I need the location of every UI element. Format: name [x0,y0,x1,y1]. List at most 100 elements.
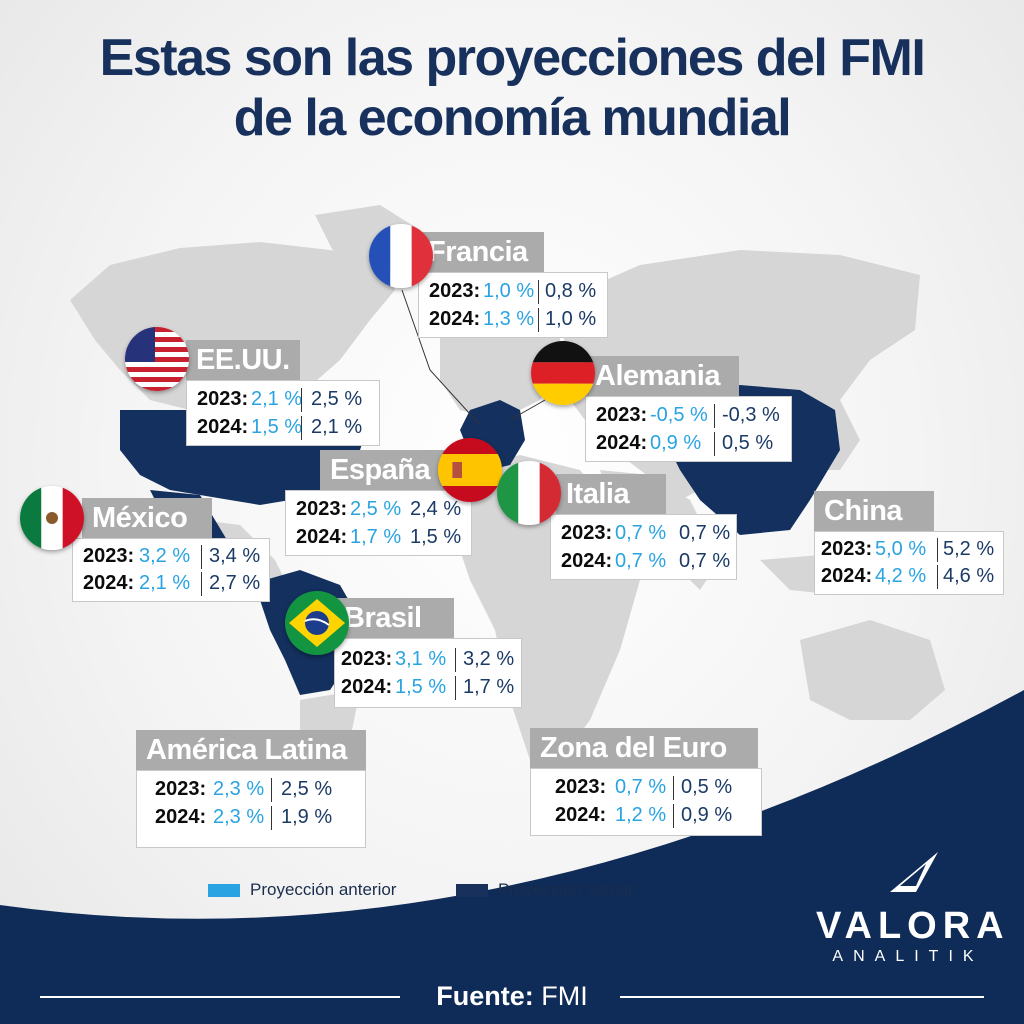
row-2024: 2024: 1,5 % 1,7 % [335,673,521,701]
valora-logo-icon [890,852,938,892]
year-label: 2023: [555,776,607,798]
value-previous: 3,2 % [139,545,191,567]
row-2023: 2023: 3,2 % 3,4 % [73,542,269,570]
source-value: FMI [541,981,588,1011]
value-previous: 0,7 % [615,550,667,572]
row-2023: 2023: 1,0 % 0,8 % [419,277,607,305]
value-separator [271,806,272,830]
value-previous: 0,9 % [650,432,702,454]
value-current: 1,9 % [281,806,333,828]
country-name: EE.UU. [186,340,300,380]
year-label: 2023: [197,388,249,410]
value-previous: 3,1 % [395,648,447,670]
value-previous: 1,7 % [350,526,402,548]
value-current: 0,7 % [679,522,731,544]
projection-box: 2023: 2,5 % 2,4 % 2024: 1,7 % 1,5 % [285,490,472,556]
value-separator [538,280,539,304]
value-previous: 1,0 % [483,280,535,302]
value-separator [714,432,715,456]
value-previous: 1,5 % [251,416,303,438]
year-label: 2024: [596,432,648,454]
value-current: 0,7 % [679,550,731,572]
country-name: México [82,498,212,538]
legend-swatch-current [456,884,488,897]
year-label: 2024: [83,572,135,594]
value-previous: 0,7 % [615,776,667,798]
value-separator [201,545,202,569]
projection-box: 2023: 2,3 % 2,5 % 2024: 2,3 % 1,9 % [136,770,366,848]
country-name: Italia [556,474,666,514]
map-pointer-lines [401,289,546,426]
value-current: 0,5 % [722,432,774,454]
row-2023: 2023: 2,5 % 2,4 % [286,495,471,523]
row-2023: 2023: 2,3 % 2,5 % [137,775,365,803]
year-label: 2023: [155,778,207,800]
footer-rule-left [40,996,400,998]
row-2023: 2023: 5,0 % 5,2 % [815,535,1003,563]
spain-flag-icon [438,438,502,502]
value-separator [455,648,456,672]
year-label: 2023: [821,538,873,560]
value-current: 2,5 % [311,388,363,410]
row-2024: 2024: 2,1 % 2,7 % [73,569,269,597]
row-2023: 2023: 2,1 % 2,5 % [187,385,379,413]
legend-label-current: Proyección actual [498,880,633,899]
value-previous: 2,5 % [350,498,402,520]
brand-sub: ANALITIK [832,948,984,965]
value-separator [673,776,674,800]
projection-box: 2023: 3,2 % 3,4 % 2024: 2,1 % 2,7 % [72,538,270,602]
value-separator [673,804,674,828]
value-separator [714,404,715,428]
projection-box: 2023: 2,1 % 2,5 % 2024: 1,5 % 2,1 % [186,380,380,446]
country-name: Francia [418,232,544,272]
germany-flag-icon [531,341,595,405]
row-2024: 2024: 0,9 % 0,5 % [586,429,791,457]
year-label: 2023: [341,648,393,670]
country-name: Zona del Euro [530,728,758,768]
value-current: -0,3 % [722,404,780,426]
row-2023: 2023: -0,5 % -0,3 % [586,401,791,429]
value-previous: 0,7 % [615,522,667,544]
value-separator [455,676,456,700]
row-2024: 2024: 1,5 % 2,1 % [187,413,379,441]
brand-name: VALORA [816,905,1010,947]
value-separator [937,538,938,562]
projection-box: 2023: 5,0 % 5,2 % 2024: 4,2 % 4,6 % [814,531,1004,595]
year-label: 2023: [561,522,613,544]
value-previous: -0,5 % [650,404,708,426]
value-previous: 2,1 % [139,572,191,594]
country-name: China [814,491,934,531]
year-label: 2024: [821,565,873,587]
row-2024: 2024: 1,3 % 1,0 % [419,305,607,333]
row-2024: 2024: 0,7 % 0,7 % [551,547,736,575]
value-current: 4,6 % [943,565,995,587]
year-label: 2024: [429,308,481,330]
row-2024: 2024: 1,7 % 1,5 % [286,523,471,551]
footer-rule-right [620,996,984,998]
value-current: 2,1 % [311,416,363,438]
row-2023: 2023: 0,7 % 0,5 % [531,773,761,801]
country-name: Brasil [334,598,454,638]
value-separator [271,778,272,802]
brazil-flag-icon [285,591,349,655]
country-name: América Latina [136,730,366,770]
value-current: 3,4 % [209,545,261,567]
value-separator [937,565,938,589]
projection-box: 2023: -0,5 % -0,3 % 2024: 0,9 % 0,5 % [585,396,792,462]
source-label: Fuente: [436,981,534,1011]
value-current: 1,7 % [463,676,515,698]
year-label: 2024: [197,416,249,438]
value-current: 3,2 % [463,648,515,670]
value-separator [201,572,202,596]
italy-flag-icon [497,461,561,525]
title-line-2: de la economía mundial [233,89,792,147]
value-current: 0,8 % [545,280,597,302]
row-2024: 2024: 4,2 % 4,6 % [815,562,1003,590]
value-previous: 2,1 % [251,388,303,410]
value-previous: 4,2 % [875,565,927,587]
row-2023: 2023: 3,1 % 3,2 % [335,645,521,673]
value-separator [301,416,302,440]
country-name: Alemania [585,356,739,396]
value-current: 2,7 % [209,572,261,594]
